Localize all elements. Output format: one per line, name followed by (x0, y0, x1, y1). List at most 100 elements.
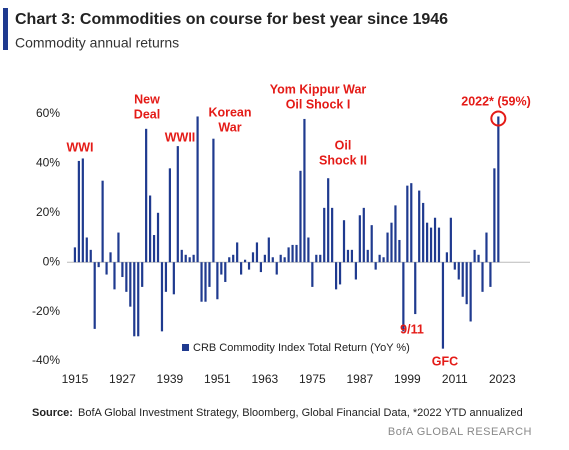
bar (73, 247, 77, 263)
bar (358, 215, 361, 263)
bar (208, 262, 211, 287)
bar (437, 227, 441, 263)
credit: BofA GLOBAL RESEARCH (388, 426, 532, 438)
bar (453, 262, 456, 270)
bar (243, 259, 247, 263)
bar (477, 254, 480, 263)
bar (156, 212, 160, 263)
bar (172, 262, 175, 295)
y-tick-label: 40% (36, 156, 60, 170)
bar (180, 249, 183, 263)
bar (164, 262, 168, 292)
bar (220, 262, 223, 275)
annotation: Oil Shock I (286, 97, 351, 111)
bar (398, 239, 401, 263)
annotation: Korean (208, 105, 251, 119)
title-accent (3, 8, 8, 50)
bar (346, 249, 350, 263)
y-tick-label: -40% (32, 353, 60, 367)
bar (291, 244, 294, 263)
bar (445, 252, 448, 263)
legend-label: CRB Commodity Index Total Return (YoY %) (193, 342, 410, 354)
x-tick-label: 2011 (442, 372, 468, 386)
bar (327, 178, 330, 263)
bar (354, 262, 357, 280)
x-tick-label: 1999 (394, 372, 421, 386)
bar (394, 205, 397, 263)
bar (212, 138, 215, 263)
bar (93, 262, 96, 329)
bar (97, 262, 100, 268)
x-tick-label: 1915 (62, 372, 89, 386)
bar (465, 262, 468, 305)
annotation: WWII (165, 130, 196, 144)
bar (160, 262, 164, 332)
bar (386, 232, 389, 263)
bar (137, 262, 140, 337)
bar (247, 262, 251, 270)
bar (299, 170, 302, 263)
bar (469, 262, 472, 322)
annotation: New (134, 92, 160, 106)
x-tick-label: 2023 (489, 372, 516, 386)
source: BofA Global Investment Strategy, Bloombe… (78, 407, 523, 419)
bar (311, 262, 314, 287)
annotation: Shock II (319, 153, 367, 167)
x-tick-label: 1939 (157, 372, 184, 386)
bar (275, 262, 278, 275)
annotation: GFC (432, 354, 458, 368)
x-tick-label: 1987 (346, 372, 373, 386)
bar (184, 254, 187, 263)
bar (489, 262, 492, 287)
bar (461, 262, 464, 297)
annotation: Oil (335, 138, 352, 152)
bar (338, 262, 342, 285)
annotation: WWI (66, 140, 93, 154)
bar (319, 254, 322, 263)
bar (236, 242, 239, 263)
bar (101, 180, 104, 263)
bar (152, 235, 156, 263)
bar (295, 244, 298, 263)
bar (263, 254, 266, 263)
bar (121, 262, 124, 278)
bar (422, 202, 425, 263)
bar (315, 254, 318, 263)
bar (410, 183, 413, 263)
bar (342, 220, 346, 263)
bar (133, 262, 136, 337)
bar (240, 262, 243, 275)
bar (77, 160, 80, 263)
bar (204, 262, 207, 302)
x-tick-label: 1927 (109, 372, 136, 386)
bar (331, 207, 334, 263)
bar (224, 262, 227, 282)
bar (145, 128, 148, 263)
bar (334, 262, 338, 290)
bar (374, 262, 377, 270)
bar (485, 232, 488, 263)
bar (176, 146, 179, 263)
y-tick-label: 60% (36, 106, 60, 120)
bar (426, 222, 429, 263)
bar (497, 116, 500, 263)
bar (378, 254, 381, 263)
annotation: Yom Kippur War (270, 82, 367, 96)
bar (105, 262, 108, 275)
y-tick-label: 0% (43, 254, 61, 268)
bar (303, 118, 306, 263)
bar (362, 207, 365, 263)
bar (109, 252, 112, 263)
bar (390, 222, 393, 263)
bar (441, 262, 445, 349)
bar (89, 249, 92, 263)
bar (307, 237, 310, 263)
x-tick-label: 1951 (204, 372, 231, 386)
bar (449, 217, 452, 263)
source-label: Source: (32, 407, 73, 419)
bar (196, 116, 199, 263)
bar (283, 257, 286, 263)
bar (125, 262, 128, 292)
bar (200, 262, 203, 302)
